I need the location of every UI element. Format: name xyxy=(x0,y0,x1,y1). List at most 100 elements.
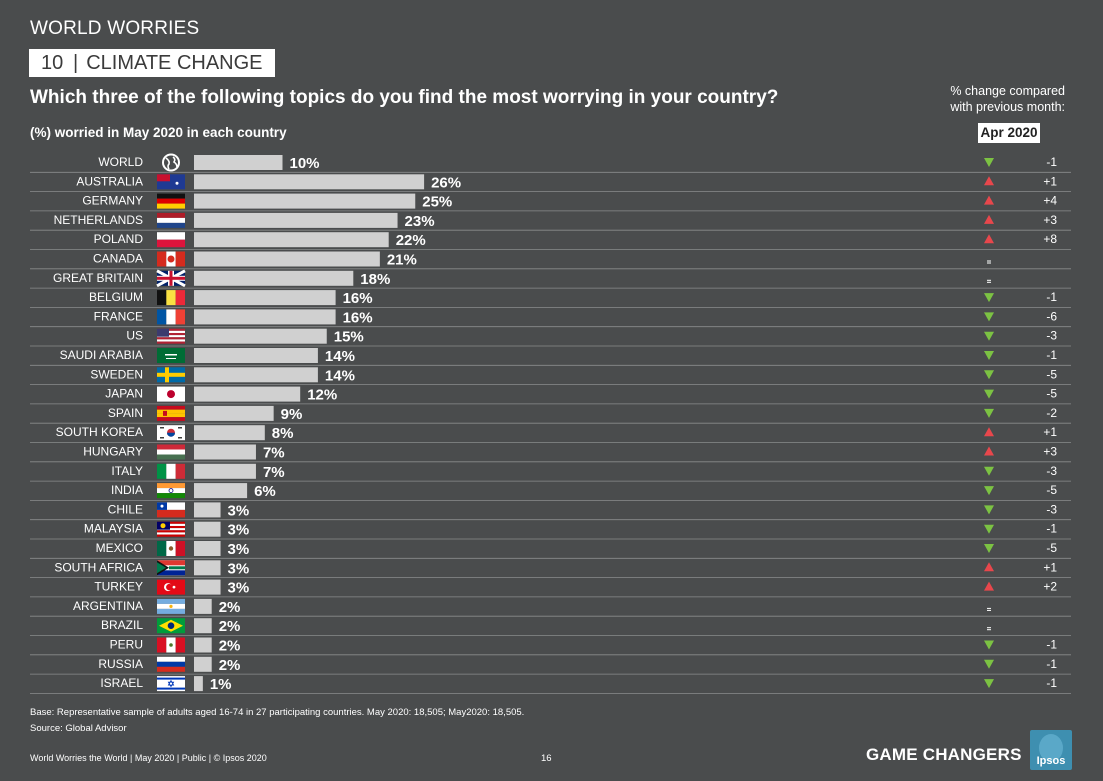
flag-icon xyxy=(157,337,185,340)
ipsos-logo: Ipsos xyxy=(1030,730,1072,770)
section-title-box: 10 | CLIMATE CHANGE xyxy=(29,49,275,77)
no-change-icon xyxy=(987,607,991,609)
up-triangle-icon xyxy=(984,446,994,456)
bar xyxy=(194,232,389,248)
value-label: 7% xyxy=(263,445,285,462)
bar xyxy=(194,502,221,518)
country-label: US xyxy=(126,329,143,343)
flag-icon xyxy=(157,409,185,414)
country-label: CHILE xyxy=(108,502,143,516)
flag-icon xyxy=(157,687,185,690)
flag-icon xyxy=(157,212,185,218)
flag-icon xyxy=(157,290,167,306)
change-value: -6 xyxy=(1046,309,1057,323)
flag-icon xyxy=(163,410,167,416)
globe-icon xyxy=(164,155,178,170)
country-label: WORLD xyxy=(98,155,143,169)
value-label: 3% xyxy=(228,541,250,558)
country-label: SPAIN xyxy=(108,406,143,420)
flag-icon xyxy=(157,530,185,533)
bar xyxy=(194,656,212,672)
globe-icon xyxy=(165,156,178,170)
change-value: -5 xyxy=(1046,541,1057,555)
change-value: -1 xyxy=(1046,638,1057,652)
bar xyxy=(194,425,265,441)
flag-icon xyxy=(157,335,185,338)
flag-icon xyxy=(157,608,185,614)
page-number: 16 xyxy=(541,753,552,764)
flag-icon xyxy=(157,560,185,566)
country-label: ITALY xyxy=(111,464,143,478)
change-value: -5 xyxy=(1046,387,1057,401)
flag-icon xyxy=(169,604,173,609)
flag-icon xyxy=(157,532,185,535)
flag-icon xyxy=(167,622,175,629)
bar xyxy=(194,174,425,190)
supertitle: WORLD WORRIES xyxy=(30,18,200,39)
bar xyxy=(194,290,336,306)
change-value: +8 xyxy=(1043,232,1057,246)
flag-icon xyxy=(157,463,167,479)
bar xyxy=(194,309,336,325)
down-triangle-icon xyxy=(984,486,994,496)
change-value: -2 xyxy=(1046,406,1057,420)
down-triangle-icon xyxy=(984,408,994,418)
value-label: 1% xyxy=(210,676,232,693)
country-label: MEXICO xyxy=(96,541,143,555)
up-triangle-icon xyxy=(984,176,994,186)
flag-icon xyxy=(157,454,185,460)
question-title: Which three of the following topics do y… xyxy=(30,87,779,108)
value-label: 7% xyxy=(263,464,285,481)
flag-icon xyxy=(157,222,185,228)
value-label: 26% xyxy=(431,174,461,191)
flag-icon xyxy=(157,339,185,342)
change-value: -1 xyxy=(1046,290,1057,304)
flag-icon xyxy=(175,309,185,325)
country-label: GERMANY xyxy=(82,194,143,208)
value-label: 22% xyxy=(396,232,426,249)
flag-icon xyxy=(157,637,167,653)
down-triangle-icon xyxy=(984,293,994,303)
bar xyxy=(194,328,327,344)
up-triangle-icon xyxy=(984,195,994,205)
flag-icon xyxy=(175,251,185,267)
value-label: 12% xyxy=(307,387,337,404)
flag-icon xyxy=(157,372,185,377)
down-triangle-icon xyxy=(984,331,994,341)
bar xyxy=(194,483,248,499)
flag-icon xyxy=(157,570,185,576)
change-value: -3 xyxy=(1046,502,1057,516)
value-label: 21% xyxy=(387,252,417,269)
no-change-icon xyxy=(987,260,991,262)
logo-shape xyxy=(1039,734,1063,762)
bar xyxy=(194,212,398,228)
down-triangle-icon xyxy=(984,158,994,167)
flag-icon xyxy=(157,405,185,410)
flag-icon xyxy=(157,330,185,333)
country-label: BRAZIL xyxy=(101,618,143,632)
up-triangle-icon xyxy=(984,562,994,572)
down-triangle-icon xyxy=(984,351,994,360)
flag-icon xyxy=(168,488,174,494)
flag-icon xyxy=(157,239,185,248)
flag-icon xyxy=(178,437,182,439)
flag-icon xyxy=(157,193,185,199)
country-label: GREAT BRITAIN xyxy=(53,271,143,285)
flag-icon xyxy=(157,521,185,524)
bar xyxy=(194,598,212,614)
flag-icon xyxy=(157,666,185,672)
value-label: 10% xyxy=(290,155,320,172)
no-change-icon xyxy=(987,609,991,611)
flag-icon xyxy=(166,463,176,479)
flag-icon xyxy=(160,437,164,439)
flag-icon xyxy=(157,493,185,499)
change-value: +1 xyxy=(1043,560,1057,574)
down-triangle-icon xyxy=(984,679,994,689)
no-change-icon xyxy=(987,629,991,631)
bar xyxy=(194,463,256,479)
flag-icon xyxy=(175,637,185,653)
flag-icon xyxy=(157,656,185,662)
value-label: 6% xyxy=(254,483,276,500)
no-change-icon xyxy=(987,262,991,264)
brand-tagline: GAME CHANGERS xyxy=(866,745,1022,764)
